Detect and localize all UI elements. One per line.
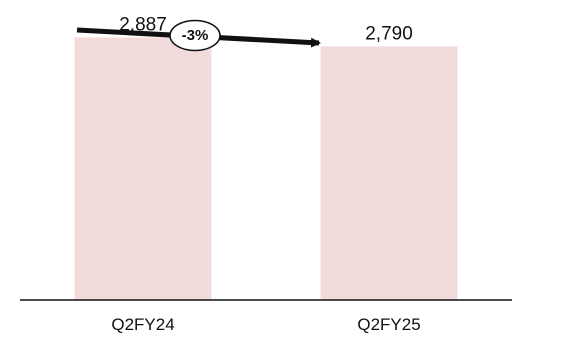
data-labels-group: 2,887 2,790 [119,15,413,45]
bars-group [74,37,458,301]
data-label-q2fy25: 2,790 [365,23,413,44]
change-annotation: -3% [76,19,321,52]
change-badge [169,19,221,52]
data-label-q2fy24: 2,887 [119,15,167,36]
change-label: -3% [182,27,209,44]
x-tick-labels-group: Q2FY24 Q2FY25 [111,315,420,334]
bar-q2fy24 [74,37,212,300]
x-tick-label-q2fy25: Q2FY25 [357,315,420,334]
x-tick-label-q2fy24: Q2FY24 [111,315,174,334]
bar-q2fy25 [320,46,458,301]
